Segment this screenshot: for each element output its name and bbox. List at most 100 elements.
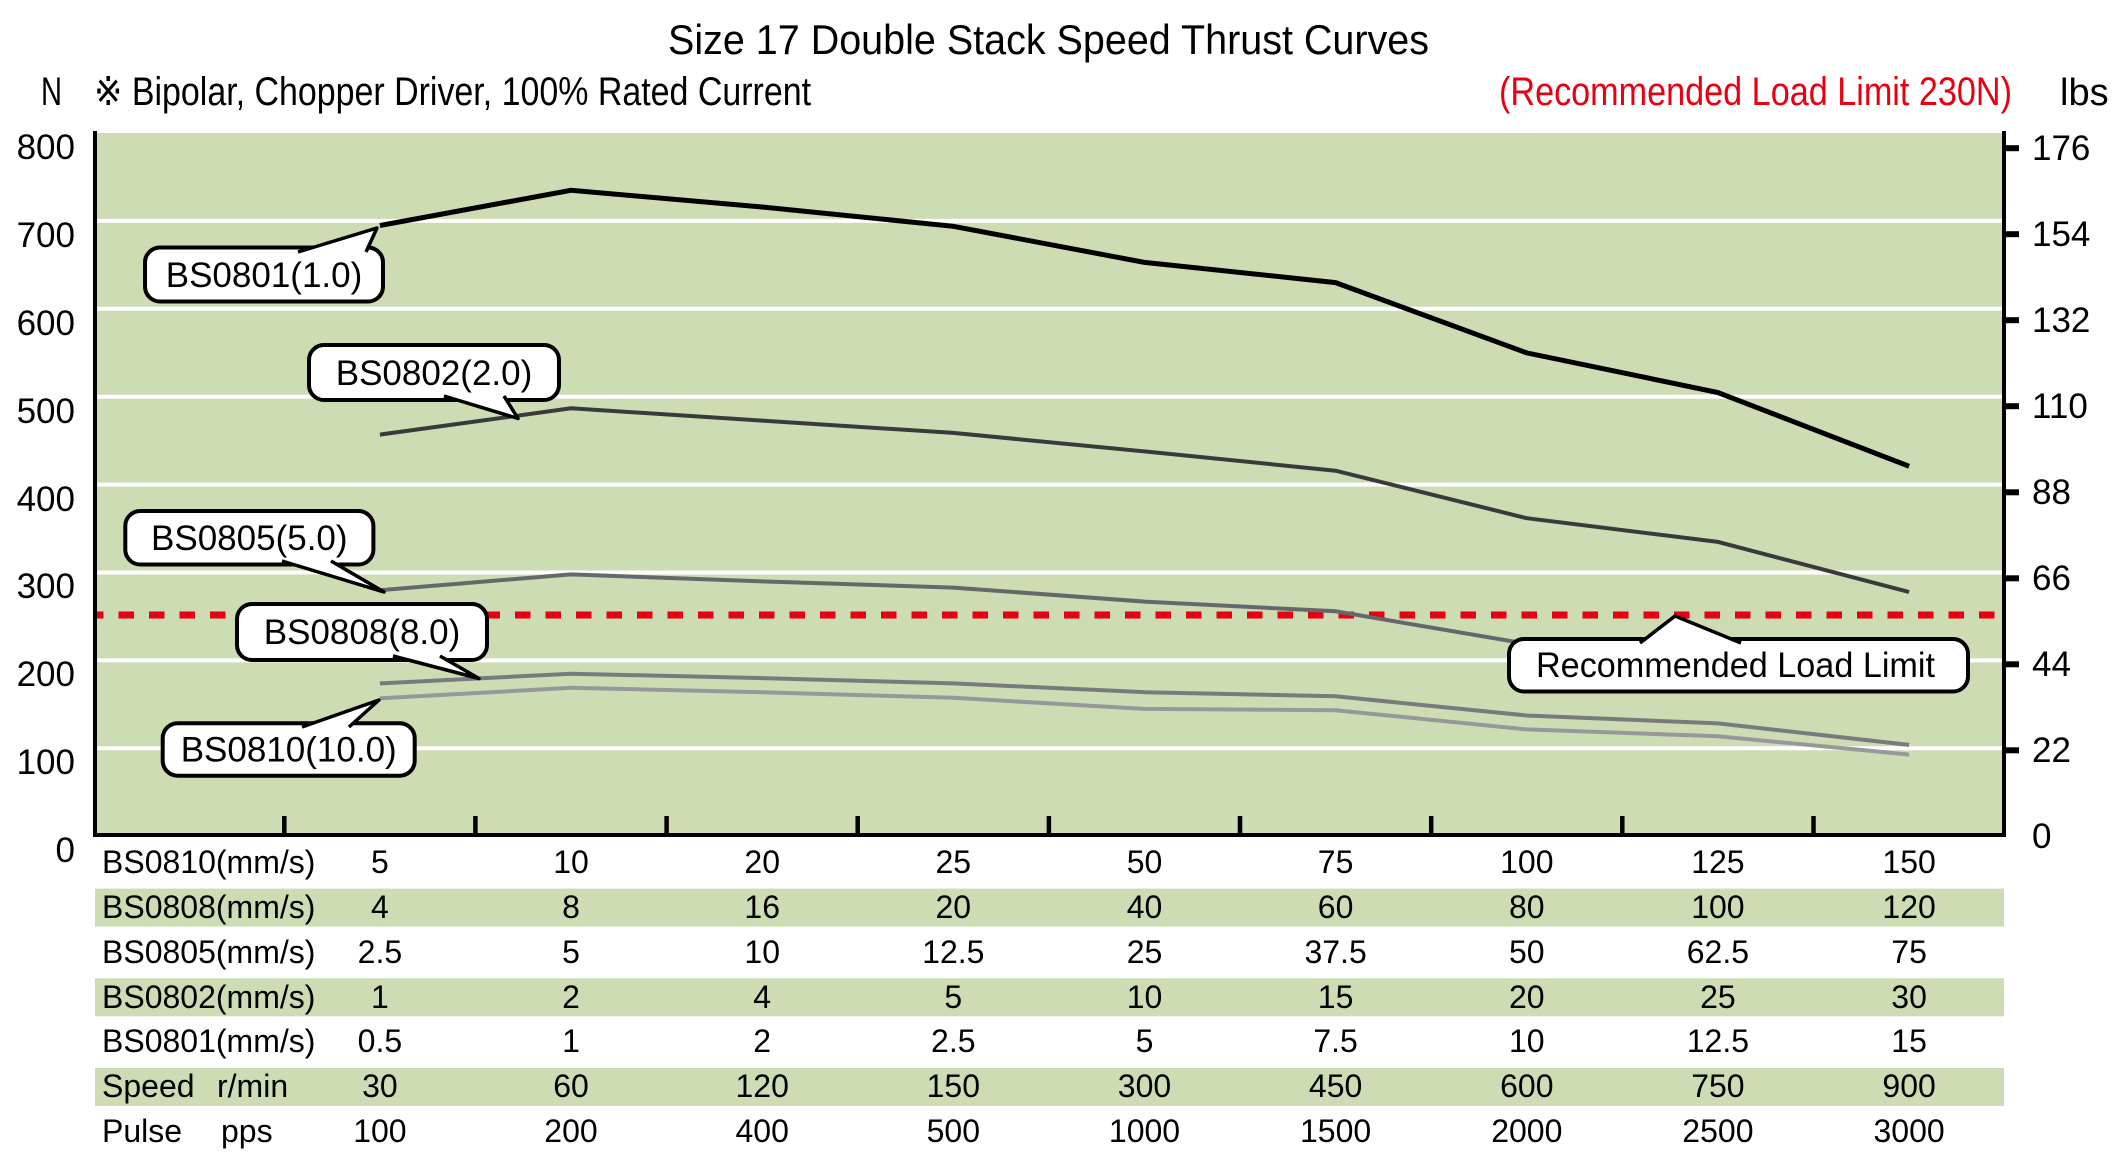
svg-text:BS0810(10.0): BS0810(10.0) [181, 731, 397, 770]
svg-text:100: 100 [1691, 889, 1744, 925]
svg-text:5: 5 [1136, 1023, 1154, 1059]
svg-text:300: 300 [17, 567, 75, 606]
svg-text:BS0805(mm/s): BS0805(mm/s) [102, 934, 315, 970]
svg-text:1: 1 [562, 1023, 580, 1059]
svg-text:10: 10 [1509, 1023, 1545, 1059]
svg-text:25: 25 [1700, 979, 1736, 1015]
svg-text:200: 200 [544, 1113, 597, 1149]
svg-text:r/min: r/min [217, 1068, 288, 1104]
svg-text:N: N [41, 70, 62, 114]
svg-text:BS0810(mm/s): BS0810(mm/s) [102, 844, 315, 880]
svg-text:4: 4 [753, 979, 771, 1015]
svg-text:37.5: 37.5 [1304, 934, 1366, 970]
svg-text:50: 50 [1509, 934, 1545, 970]
svg-text:2500: 2500 [1682, 1113, 1753, 1149]
svg-text:400: 400 [17, 480, 75, 519]
svg-text:0: 0 [56, 831, 75, 870]
svg-text:3000: 3000 [1874, 1113, 1945, 1149]
svg-text:1: 1 [371, 979, 389, 1015]
svg-text:pps: pps [221, 1113, 273, 1149]
svg-text:2: 2 [562, 979, 580, 1015]
svg-text:Pulse: Pulse [102, 1113, 182, 1149]
svg-text:500: 500 [17, 392, 75, 431]
svg-text:BS0802(2.0): BS0802(2.0) [336, 354, 533, 393]
svg-text:30: 30 [362, 1068, 398, 1104]
svg-text:22: 22 [2032, 731, 2071, 770]
svg-text:400: 400 [736, 1113, 789, 1149]
svg-text:12.5: 12.5 [922, 934, 984, 970]
svg-text:125: 125 [1691, 844, 1744, 880]
svg-text:450: 450 [1309, 1068, 1362, 1104]
svg-text:0.5: 0.5 [358, 1023, 402, 1059]
svg-text:BS0801(mm/s): BS0801(mm/s) [102, 1023, 315, 1059]
svg-text:30: 30 [1891, 979, 1927, 1015]
svg-text:60: 60 [1318, 889, 1354, 925]
svg-text:※ Bipolar, Chopper Driver, 100: ※ Bipolar, Chopper Driver, 100% Rated Cu… [94, 70, 811, 114]
svg-text:2.5: 2.5 [931, 1023, 975, 1059]
svg-text:20: 20 [936, 889, 972, 925]
svg-text:25: 25 [1127, 934, 1163, 970]
svg-text:5: 5 [562, 934, 580, 970]
svg-text:66: 66 [2032, 559, 2071, 598]
svg-text:Recommended Load Limit: Recommended Load Limit [1536, 646, 1935, 685]
svg-text:750: 750 [1691, 1068, 1744, 1104]
svg-text:900: 900 [1882, 1068, 1935, 1104]
svg-text:8: 8 [562, 889, 580, 925]
svg-text:80: 80 [1509, 889, 1545, 925]
svg-text:88: 88 [2032, 473, 2071, 512]
svg-text:4: 4 [371, 889, 389, 925]
svg-text:1000: 1000 [1109, 1113, 1180, 1149]
svg-text:7.5: 7.5 [1313, 1023, 1357, 1059]
svg-text:BS0801(1.0): BS0801(1.0) [166, 256, 363, 295]
svg-text:75: 75 [1318, 844, 1354, 880]
svg-text:154: 154 [2032, 215, 2090, 254]
svg-text:BS0805(5.0): BS0805(5.0) [151, 519, 348, 558]
svg-text:20: 20 [1509, 979, 1545, 1015]
svg-text:15: 15 [1318, 979, 1354, 1015]
svg-text:5: 5 [944, 979, 962, 1015]
svg-text:75: 75 [1891, 934, 1927, 970]
svg-text:176: 176 [2032, 129, 2090, 168]
svg-text:62.5: 62.5 [1687, 934, 1749, 970]
svg-text:10: 10 [1127, 979, 1163, 1015]
svg-text:Speed: Speed [102, 1068, 195, 1104]
svg-text:BS0802(mm/s): BS0802(mm/s) [102, 979, 315, 1015]
svg-text:10: 10 [744, 934, 780, 970]
svg-text:BS0808(8.0): BS0808(8.0) [264, 613, 461, 652]
svg-text:600: 600 [17, 304, 75, 343]
svg-text:600: 600 [1500, 1068, 1553, 1104]
svg-text:16: 16 [744, 889, 780, 925]
svg-text:12.5: 12.5 [1687, 1023, 1749, 1059]
svg-text:2000: 2000 [1491, 1113, 1562, 1149]
svg-text:50: 50 [1127, 844, 1163, 880]
svg-text:700: 700 [17, 216, 75, 255]
svg-text:100: 100 [1500, 844, 1553, 880]
svg-text:60: 60 [553, 1068, 589, 1104]
svg-text:300: 300 [1118, 1068, 1171, 1104]
svg-text:(Recommended Load Limit 230N): (Recommended Load Limit 230N) [1499, 70, 2012, 114]
svg-text:5: 5 [371, 844, 389, 880]
svg-text:100: 100 [17, 743, 75, 782]
svg-text:20: 20 [744, 844, 780, 880]
svg-text:2: 2 [753, 1023, 771, 1059]
svg-text:15: 15 [1891, 1023, 1927, 1059]
svg-text:500: 500 [927, 1113, 980, 1149]
svg-text:10: 10 [553, 844, 589, 880]
svg-text:200: 200 [17, 655, 75, 694]
svg-text:120: 120 [1882, 889, 1935, 925]
svg-text:2.5: 2.5 [358, 934, 402, 970]
svg-text:Size 17 Double Stack Speed Thr: Size 17 Double Stack Speed Thrust Curves [668, 16, 1429, 63]
svg-text:110: 110 [2032, 387, 2088, 426]
svg-text:44: 44 [2032, 645, 2071, 684]
svg-text:100: 100 [353, 1113, 406, 1149]
svg-text:1500: 1500 [1300, 1113, 1371, 1149]
svg-text:25: 25 [936, 844, 972, 880]
svg-text:132: 132 [2032, 301, 2090, 340]
svg-text:0: 0 [2032, 817, 2051, 856]
svg-text:BS0808(mm/s): BS0808(mm/s) [102, 889, 315, 925]
svg-text:lbs: lbs [2060, 72, 2109, 114]
svg-text:150: 150 [1882, 844, 1935, 880]
svg-text:120: 120 [736, 1068, 789, 1104]
svg-text:800: 800 [17, 128, 75, 167]
svg-text:150: 150 [927, 1068, 980, 1104]
